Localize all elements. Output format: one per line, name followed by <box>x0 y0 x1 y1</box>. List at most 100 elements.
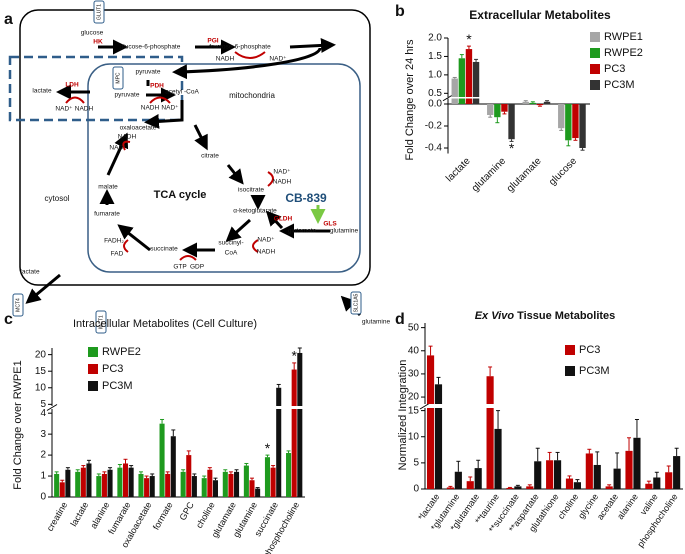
x-tick-label: glucose <box>547 155 579 187</box>
bar <box>138 473 144 497</box>
bar <box>107 469 113 497</box>
cofactor-arc <box>65 96 85 104</box>
transporter-box <box>112 66 124 90</box>
cofactor-arc <box>179 255 197 261</box>
diagram-label: GLDH <box>274 216 293 223</box>
arrow <box>25 273 61 304</box>
arrow <box>265 210 284 230</box>
x-tick-label: glutamate <box>505 155 544 194</box>
legend-label: RWPE2 <box>102 346 141 358</box>
axis-break <box>442 94 454 102</box>
chart-title-text: Intracellular Metabolites (Cell Culture) <box>73 318 257 330</box>
bar <box>514 486 522 489</box>
bar <box>565 104 572 141</box>
y-tick-label: 15 <box>408 405 420 416</box>
bar <box>201 478 207 497</box>
arrow <box>172 47 322 80</box>
bar <box>434 408 443 489</box>
transporter-label: GLUT1 <box>96 4 102 20</box>
bar <box>434 384 443 404</box>
bar <box>276 387 282 406</box>
chart-title-text: Extracellular Metabolites <box>469 8 611 22</box>
diagram-label: fructose-6-phosphate <box>209 44 271 51</box>
diagram-label: CB-839 <box>285 191 327 205</box>
diagram-label: GDP <box>190 264 204 271</box>
y-tick-label: 40 <box>408 345 420 356</box>
bar <box>186 455 192 497</box>
bar <box>291 369 297 406</box>
bar <box>96 476 102 497</box>
bar <box>529 102 537 104</box>
bar <box>472 61 480 97</box>
arrow <box>106 132 129 176</box>
chart-title: Extracellular Metabolites <box>469 8 611 22</box>
legend-swatch <box>565 366 575 376</box>
bar <box>565 478 574 489</box>
x-tick-label: lactate <box>68 500 90 528</box>
y-tick-label: 5 <box>413 458 419 469</box>
diagram-label: citrate <box>201 153 219 160</box>
bar <box>501 104 508 112</box>
bar <box>297 352 303 406</box>
y-tick-label: 4 <box>40 408 46 419</box>
legend-label: RWPE1 <box>604 31 643 43</box>
bar <box>633 437 641 489</box>
bar <box>572 104 579 139</box>
chart-title: Intracellular Metabolites (Cell Culture) <box>73 318 257 330</box>
bar <box>522 101 529 104</box>
diagram-label: FAD <box>111 251 124 258</box>
bar <box>54 473 60 497</box>
transporter-box <box>350 291 362 315</box>
significance: * <box>509 140 515 156</box>
dashed-box <box>8 55 184 122</box>
y-tick-label: 5 <box>40 399 46 410</box>
bar <box>494 104 501 118</box>
diagram-label: isocitrate <box>238 187 264 194</box>
bar <box>276 409 282 497</box>
y-axis-label: Fold Change over RWPE1 <box>12 360 24 489</box>
bar <box>465 98 473 104</box>
transporter-box <box>95 310 107 334</box>
legend-swatch <box>88 364 98 374</box>
panel-label: d <box>395 311 405 328</box>
y-tick-label: 3 <box>40 429 46 440</box>
bar <box>243 465 249 497</box>
bar <box>494 428 502 489</box>
bar <box>128 467 134 497</box>
transporter-label: SLC1A5 <box>353 293 359 312</box>
legend-swatch <box>565 345 575 355</box>
diagram-label: CoA <box>225 250 238 257</box>
cell-outline <box>19 9 371 286</box>
y-tick-label: 10 <box>35 382 47 393</box>
bar <box>144 478 150 497</box>
diagram-label: mitochondria <box>229 91 275 100</box>
bar <box>249 480 255 497</box>
diagram-label: HK <box>93 39 103 46</box>
diagram-label: FADH₂ <box>104 238 124 245</box>
bar <box>255 488 261 497</box>
diagram-label: fumarate <box>94 211 120 218</box>
y-tick-label: 2.0 <box>428 33 442 44</box>
diagram-label: succinate <box>150 246 178 253</box>
panel-label: a <box>4 11 13 28</box>
diagram-label: PDH <box>150 83 164 90</box>
y-tick-label: 0 <box>40 492 46 503</box>
bar <box>465 49 473 97</box>
diagram-label: GLS <box>323 221 337 228</box>
bar <box>543 101 551 104</box>
diagram-label: glucose-6-phosphate <box>120 44 181 51</box>
bar <box>212 480 218 497</box>
legend-swatch <box>88 347 98 357</box>
diagram-label: TCA cycle <box>154 189 207 201</box>
bar <box>486 408 494 489</box>
diagram-label: NADH <box>118 134 137 141</box>
chart-title-text: Tissue Metabolites <box>517 310 615 322</box>
x-tick-label: choline <box>556 492 581 521</box>
transporter-box <box>12 293 24 317</box>
bar <box>165 473 171 497</box>
bar <box>466 481 474 489</box>
cofactor-arc <box>123 239 129 253</box>
diagram-label: α-ketoglutarate <box>233 208 277 215</box>
bar <box>286 453 292 497</box>
